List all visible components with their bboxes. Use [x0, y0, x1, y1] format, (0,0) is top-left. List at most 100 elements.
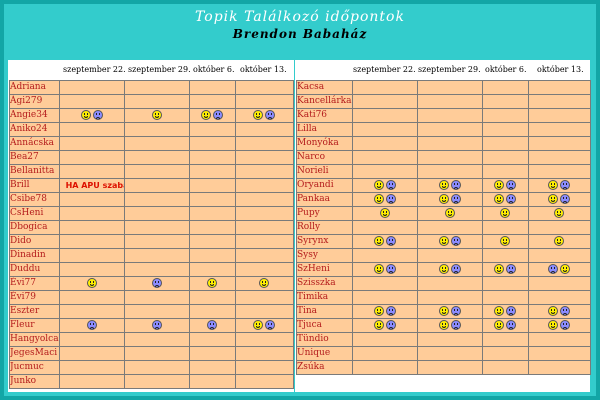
- date-cell: [188, 80, 236, 95]
- member-name: Tjuca: [296, 318, 353, 333]
- date-cell: [481, 304, 529, 319]
- sad-smiley-icon: [450, 193, 461, 204]
- sad-smiley-icon: [265, 109, 276, 120]
- table-row: Narco: [296, 150, 591, 165]
- sad-smiley-icon: [450, 305, 461, 316]
- date-cell: [58, 374, 125, 389]
- date-cell: [123, 80, 190, 95]
- date-cell: [481, 80, 529, 95]
- sad-smiley-icon: [385, 179, 396, 190]
- sad-smiley-icon: [506, 305, 516, 316]
- table-row: Bea27: [9, 150, 294, 165]
- date-cell: [481, 192, 529, 207]
- date-cell: [527, 150, 591, 165]
- right-schedule-table: Kacsa Kancellárka Kati76 Lilla Monyóka Narco N…: [296, 80, 591, 375]
- happy-smiley-icon: [373, 305, 384, 316]
- date-cell: [234, 80, 294, 95]
- member-name: Bellanitta: [9, 164, 60, 179]
- date-cell: [351, 290, 418, 305]
- table-row: Dido: [9, 234, 294, 249]
- date-cell: [234, 234, 294, 249]
- date-cell: [58, 136, 125, 151]
- date-cell: [351, 360, 418, 375]
- date-header: október 6.: [193, 65, 235, 74]
- sad-smiley-icon: [213, 109, 224, 120]
- table-row: Brill HA APU szabadnapos akkor OK!: [9, 178, 294, 193]
- happy-smiley-icon: [151, 109, 162, 120]
- happy-smiley-icon: [444, 207, 455, 218]
- member-name: Norieli: [296, 164, 353, 179]
- member-name: Évi77: [9, 276, 60, 291]
- date-cell: [416, 234, 483, 249]
- happy-smiley-icon: [201, 109, 212, 120]
- date-cell: HA APU szabadnapos akkor OK!: [58, 178, 125, 193]
- date-cell: [123, 234, 190, 249]
- table-row: JegesMaci: [9, 346, 294, 361]
- date-cell: [123, 248, 190, 263]
- date-cell: [123, 122, 190, 137]
- date-cell: [58, 80, 125, 95]
- date-cell: [188, 318, 236, 333]
- date-cell: [58, 150, 125, 165]
- date-cell: [234, 108, 294, 123]
- date-cell: [234, 304, 294, 319]
- member-name: Eszter: [9, 304, 60, 319]
- date-cell: [123, 150, 190, 165]
- date-cell: [416, 164, 483, 179]
- date-cell: [416, 80, 483, 95]
- date-cell: [234, 178, 294, 193]
- happy-smiley-icon: [259, 277, 270, 288]
- happy-smiley-icon: [500, 235, 510, 246]
- happy-smiley-icon: [207, 277, 218, 288]
- happy-smiley-icon: [373, 193, 384, 204]
- date-cell: [58, 304, 125, 319]
- happy-smiley-icon: [438, 235, 449, 246]
- date-cell: [416, 150, 483, 165]
- date-cell: [351, 206, 418, 221]
- date-cell: [234, 136, 294, 151]
- table-row: Tina: [296, 304, 591, 319]
- member-name: Csibe78: [9, 192, 60, 207]
- date-cell: [188, 178, 236, 193]
- date-cell: [416, 332, 483, 347]
- date-cell: [527, 178, 591, 193]
- date-cell: [481, 262, 529, 277]
- table-row: Jucmuc: [9, 360, 294, 375]
- date-cell: [188, 332, 236, 347]
- date-cell: [188, 374, 236, 389]
- date-cell: [527, 248, 591, 263]
- date-cell: [527, 206, 591, 221]
- date-cell: [123, 206, 190, 221]
- table-row: Rolly: [296, 220, 591, 235]
- date-cell: [234, 164, 294, 179]
- table-row: Junko: [9, 374, 294, 389]
- member-name: Fleur: [9, 318, 60, 333]
- table-row: CsHeni: [9, 206, 294, 221]
- date-cell: [416, 178, 483, 193]
- happy-smiley-icon: [438, 263, 449, 274]
- table-row: Dbogica: [9, 220, 294, 235]
- date-header: szeptember 22.: [353, 65, 416, 74]
- date-cell: [123, 94, 190, 109]
- date-cell: [234, 290, 294, 305]
- date-cell: [188, 192, 236, 207]
- member-name: Hangyolca: [9, 332, 60, 347]
- date-cell: [481, 276, 529, 291]
- date-cell: [481, 220, 529, 235]
- date-cell: [416, 136, 483, 151]
- date-cell: [351, 332, 418, 347]
- date-cell: [351, 346, 418, 361]
- sad-smiley-icon: [207, 319, 218, 330]
- date-cell: [123, 178, 190, 193]
- date-cell: [58, 360, 125, 375]
- table-row: Unique: [296, 346, 591, 361]
- happy-smiley-icon: [253, 319, 264, 330]
- date-cell: [188, 150, 236, 165]
- date-cell: [351, 262, 418, 277]
- date-cell: [58, 164, 125, 179]
- member-name: Szisszka: [296, 276, 353, 291]
- date-cell: [416, 262, 483, 277]
- sad-smiley-icon: [385, 193, 396, 204]
- member-name: SzHeni: [296, 262, 353, 277]
